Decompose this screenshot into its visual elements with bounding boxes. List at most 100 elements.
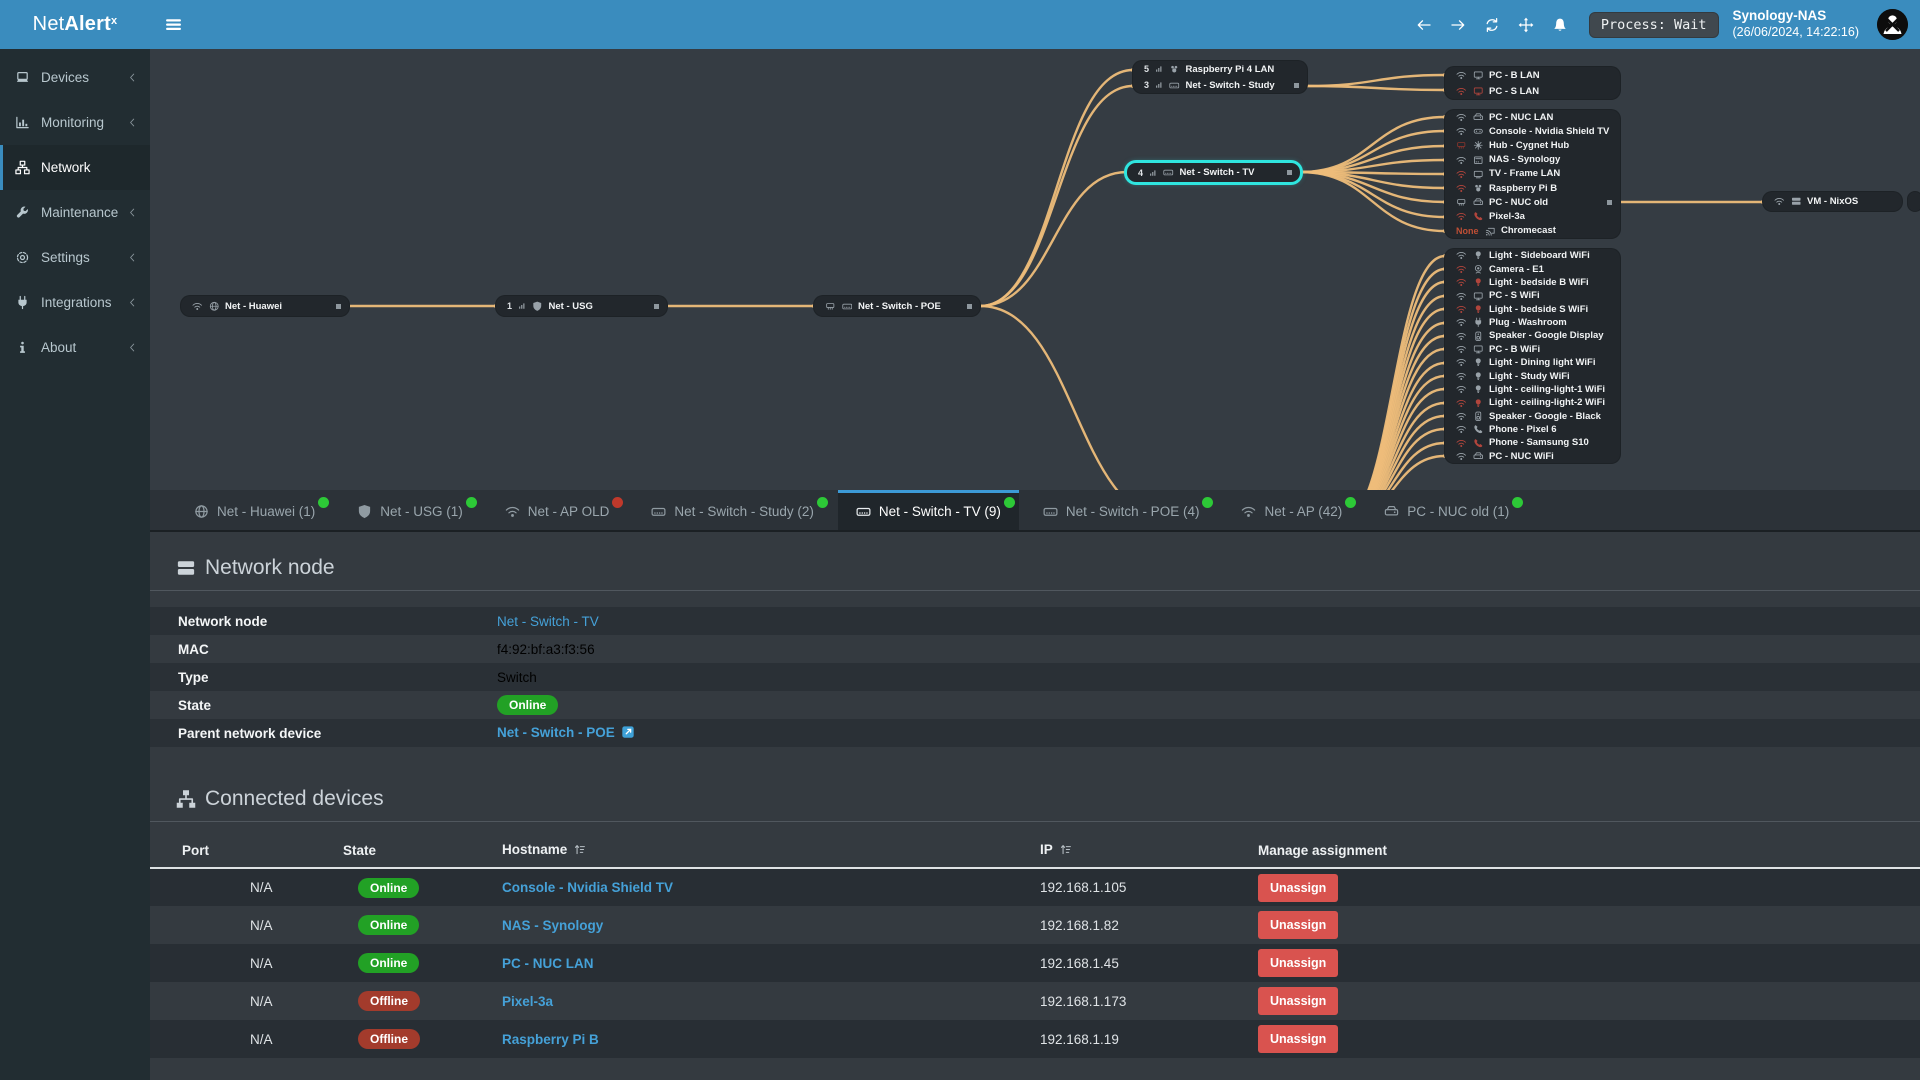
topology-node-net-usg[interactable]: 1 Net - USG xyxy=(496,296,667,316)
topology-node-net-switch-tv[interactable]: 4 Net - Switch - TV xyxy=(1127,163,1300,182)
arrow-left-button[interactable] xyxy=(1407,0,1441,49)
ethernet-icon xyxy=(1457,199,1466,206)
hub-icon xyxy=(1473,141,1483,150)
hostname-link[interactable]: PC - NUC LAN xyxy=(502,955,594,971)
node-handle[interactable] xyxy=(1287,170,1292,175)
tab-net-switch-poe-4-[interactable]: Net - Switch - POE (4) xyxy=(1025,490,1218,530)
node-handle[interactable] xyxy=(1294,82,1299,88)
column-header-ip[interactable]: IP xyxy=(1040,834,1258,868)
sync-button[interactable] xyxy=(1475,0,1509,49)
topology-node-tv-children[interactable]: PC - NUC LAN Console - Nvidia Shield TV Hu… xyxy=(1445,110,1620,238)
column-header-hostname[interactable]: Hostname xyxy=(502,834,1040,868)
sidebar-item-monitoring[interactable]: Monitoring xyxy=(0,100,150,145)
topology-node-clipped-node[interactable] xyxy=(1908,192,1920,211)
topology-device-row[interactable]: Light - ceiling-light-1 WiFi xyxy=(1445,383,1620,396)
topology-device-row[interactable]: Speaker - Google Display xyxy=(1445,329,1620,342)
topology-device-row[interactable]: PC - S WiFi xyxy=(1445,289,1620,302)
topology-device-row[interactable]: Camera - E1 xyxy=(1445,262,1620,275)
topology-device-row[interactable]: 5 Raspberry Pi 4 LAN xyxy=(1133,61,1307,77)
topology-device-row[interactable]: Raspberry Pi B xyxy=(1445,181,1620,195)
topology-node-vm-nixos[interactable]: VM - NixOS xyxy=(1763,192,1902,211)
topology-node-ap-children[interactable]: Light - Sideboard WiFi Camera - E1 Light -… xyxy=(1445,249,1620,463)
user-avatar[interactable] xyxy=(1877,9,1908,40)
tab-net-ap-old[interactable]: Net - AP OLD xyxy=(487,490,628,530)
topology-device-row[interactable]: Speaker - Google - Black xyxy=(1445,410,1620,423)
device-label: Net - Huawei xyxy=(225,300,283,312)
topology-device-row[interactable]: PC - NUC old xyxy=(1445,195,1620,209)
topology-device-row[interactable]: VM - NixOS xyxy=(1763,192,1902,211)
chart-icon xyxy=(15,116,29,129)
sidebar-item-devices[interactable]: Devices xyxy=(0,55,150,100)
unassign-button[interactable]: Unassign xyxy=(1258,1025,1339,1053)
bell-button[interactable] xyxy=(1543,0,1577,49)
tab-net-usg-1-[interactable]: Net - USG (1) xyxy=(339,490,481,530)
topology-device-row[interactable]: PC - B LAN xyxy=(1445,67,1620,83)
network-topology-map[interactable]: Net - Huawei 1 Net - USG Net - Switch - POE… xyxy=(150,49,1920,490)
tab-pc-nuc-old-1-[interactable]: PC - NUC old (1) xyxy=(1366,490,1527,530)
tab-net-huawei-1-[interactable]: Net - Huawei (1) xyxy=(176,490,333,530)
topology-node-study-cluster[interactable]: 5 Raspberry Pi 4 LAN 3 Net - Switch - Study xyxy=(1133,61,1307,93)
sidebar-item-maintenance[interactable]: Maintenance xyxy=(0,190,150,235)
topology-device-row[interactable]: Plug - Washroom xyxy=(1445,316,1620,329)
parent-device-link[interactable]: Net - Switch - POE xyxy=(497,724,615,740)
topology-device-row[interactable]: Light - ceiling-light-2 WiFi xyxy=(1445,396,1620,409)
topology-device-row[interactable]: Hub - Cygnet Hub xyxy=(1445,138,1620,152)
hostname-link[interactable]: Raspberry Pi B xyxy=(502,1031,599,1047)
sidebar-item-network[interactable]: Network xyxy=(0,145,150,190)
topology-device-row[interactable]: PC - NUC LAN xyxy=(1445,110,1620,124)
detail-row: Type Switch xyxy=(150,663,1920,691)
topology-device-row[interactable]: NAS - Synology xyxy=(1445,153,1620,167)
app-logo[interactable]: Net Alert x xyxy=(0,0,150,49)
topology-device-row[interactable]: None Chromecast xyxy=(1445,224,1620,238)
topology-device-row[interactable]: Light - Dining light WiFi xyxy=(1445,356,1620,369)
node-handle[interactable] xyxy=(654,303,659,309)
topology-device-row[interactable]: Phone - Pixel 6 xyxy=(1445,423,1620,436)
hostname-link[interactable]: Pixel-3a xyxy=(502,993,554,1009)
external-link-icon[interactable] xyxy=(621,725,635,739)
switch-icon xyxy=(651,507,666,516)
topology-device-row[interactable]: Pixel-3a xyxy=(1445,210,1620,224)
topology-device-row[interactable]: 3 Net - Switch - Study xyxy=(1133,77,1307,93)
topology-node-net-huawei[interactable]: Net - Huawei xyxy=(181,296,349,316)
topology-device-row[interactable]: PC - S LAN xyxy=(1445,83,1620,99)
sidebar-item-about[interactable]: About xyxy=(0,325,150,370)
node-handle[interactable] xyxy=(1607,199,1612,205)
topology-device-row[interactable]: Light - Sideboard WiFi xyxy=(1445,249,1620,262)
sidebar-item-integrations[interactable]: Integrations xyxy=(0,280,150,325)
unassign-button[interactable]: Unassign xyxy=(1258,949,1339,977)
topology-device-row[interactable]: 4 Net - Switch - TV xyxy=(1127,163,1300,182)
tab-net-ap-42-[interactable]: Net - AP (42) xyxy=(1223,490,1360,530)
node-handle[interactable] xyxy=(336,303,341,309)
arrow-right-button[interactable] xyxy=(1441,0,1475,49)
topology-device-row[interactable]: Net - Huawei xyxy=(181,296,349,316)
tab-net-switch-tv-9-[interactable]: Net - Switch - TV (9) xyxy=(837,490,1019,530)
topology-device-row[interactable]: Light - bedside S WiFi xyxy=(1445,303,1620,316)
wifi-icon xyxy=(1456,156,1466,164)
topology-node-pc-lan-cluster[interactable]: PC - B LAN PC - S LAN xyxy=(1445,67,1620,99)
topology-device-row[interactable]: TV - Frame LAN xyxy=(1445,167,1620,181)
topology-device-row[interactable]: Light - bedside B WiFi xyxy=(1445,276,1620,289)
hostname-link[interactable]: NAS - Synology xyxy=(502,917,604,933)
topology-node-net-switch-poe[interactable]: Net - Switch - POE xyxy=(814,296,980,316)
sidebar-toggle-button[interactable] xyxy=(150,0,196,49)
node-handle[interactable] xyxy=(967,303,972,309)
tab-net-switch-study-2-[interactable]: Net - Switch - Study (2) xyxy=(633,490,832,530)
wifi-icon xyxy=(1774,198,1784,206)
topology-device-row[interactable]: Phone - Samsung S10 xyxy=(1445,436,1620,449)
topology-device-row[interactable]: 1 Net - USG xyxy=(496,296,667,316)
move-button[interactable] xyxy=(1509,0,1543,49)
bell-icon xyxy=(1554,18,1566,31)
sidebar-item-settings[interactable]: Settings xyxy=(0,235,150,280)
topology-device-row[interactable]: Light - Study WiFi xyxy=(1445,369,1620,382)
unassign-button[interactable]: Unassign xyxy=(1258,911,1339,939)
unassign-button[interactable]: Unassign xyxy=(1258,987,1339,1015)
hostname-link[interactable]: Console - Nvidia Shield TV xyxy=(502,880,674,895)
network-node-details: Network node Net - Switch - TV MAC f4:92… xyxy=(150,607,1920,747)
topology-device-row[interactable]: Console - Nvidia Shield TV xyxy=(1445,124,1620,138)
topology-device-row[interactable]: PC - B WiFi xyxy=(1445,343,1620,356)
detail-value-link[interactable]: Net - Switch - TV xyxy=(497,613,599,629)
hdd-icon xyxy=(1385,506,1399,516)
unassign-button[interactable]: Unassign xyxy=(1258,873,1339,902)
topology-device-row[interactable]: Net - Switch - POE xyxy=(814,296,980,316)
topology-device-row[interactable]: PC - NUC WiFi xyxy=(1445,450,1620,463)
